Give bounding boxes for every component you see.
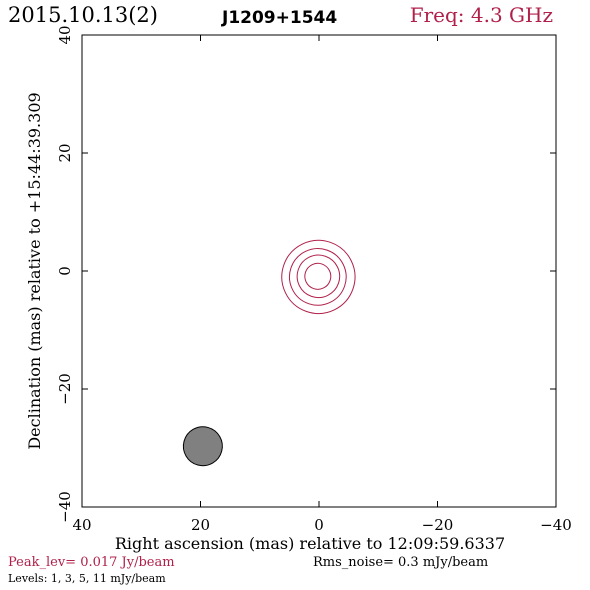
- y-tick-label: 20: [56, 143, 74, 162]
- plot-frame: [81, 34, 557, 508]
- source-name: J1209+1544: [221, 8, 337, 28]
- peak-level: Peak_lev= 0.017 Jy/beam: [8, 555, 175, 570]
- contour-group: [281, 239, 356, 314]
- rms-noise: Rms_noise= 0.3 mJy/beam: [313, 555, 488, 570]
- x-tick-labels: 40 20 0 −20 −40: [72, 516, 571, 534]
- y-tick-label: 0: [56, 266, 74, 276]
- x-tick-label: 40: [72, 516, 91, 534]
- x-tick-label: 20: [191, 516, 210, 534]
- contour-level-11: [304, 262, 332, 290]
- contour-level-3: [288, 248, 347, 306]
- y-tick-label: −40: [56, 491, 74, 523]
- y-tick-label: −20: [56, 373, 74, 405]
- y-tick-label: 40: [56, 25, 74, 44]
- y-tick-labels: −40 −20 0 20 40: [56, 25, 74, 522]
- observation-date: 2015.10.13(2): [8, 3, 158, 27]
- x-tick-label: −40: [540, 516, 572, 534]
- axis-ticks: [82, 35, 556, 507]
- y-axis-label: Declination (mas) relative to +15:44:39.…: [25, 92, 44, 449]
- frequency-label: Freq: 4.3 GHz: [410, 3, 553, 27]
- contour-level-1: [281, 239, 356, 314]
- x-tick-label: −20: [422, 516, 454, 534]
- contour-levels: Levels: 1, 3, 5, 11 mJy/beam: [8, 572, 166, 585]
- beam-ellipse: [182, 426, 223, 467]
- contour-level-5: [296, 254, 341, 299]
- x-tick-label: 0: [314, 516, 324, 534]
- x-axis-label: Right ascension (mas) relative to 12:09:…: [115, 534, 505, 553]
- beam-group: [182, 426, 223, 467]
